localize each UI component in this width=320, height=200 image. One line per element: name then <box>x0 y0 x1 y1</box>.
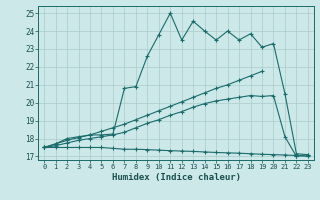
X-axis label: Humidex (Indice chaleur): Humidex (Indice chaleur) <box>111 173 241 182</box>
